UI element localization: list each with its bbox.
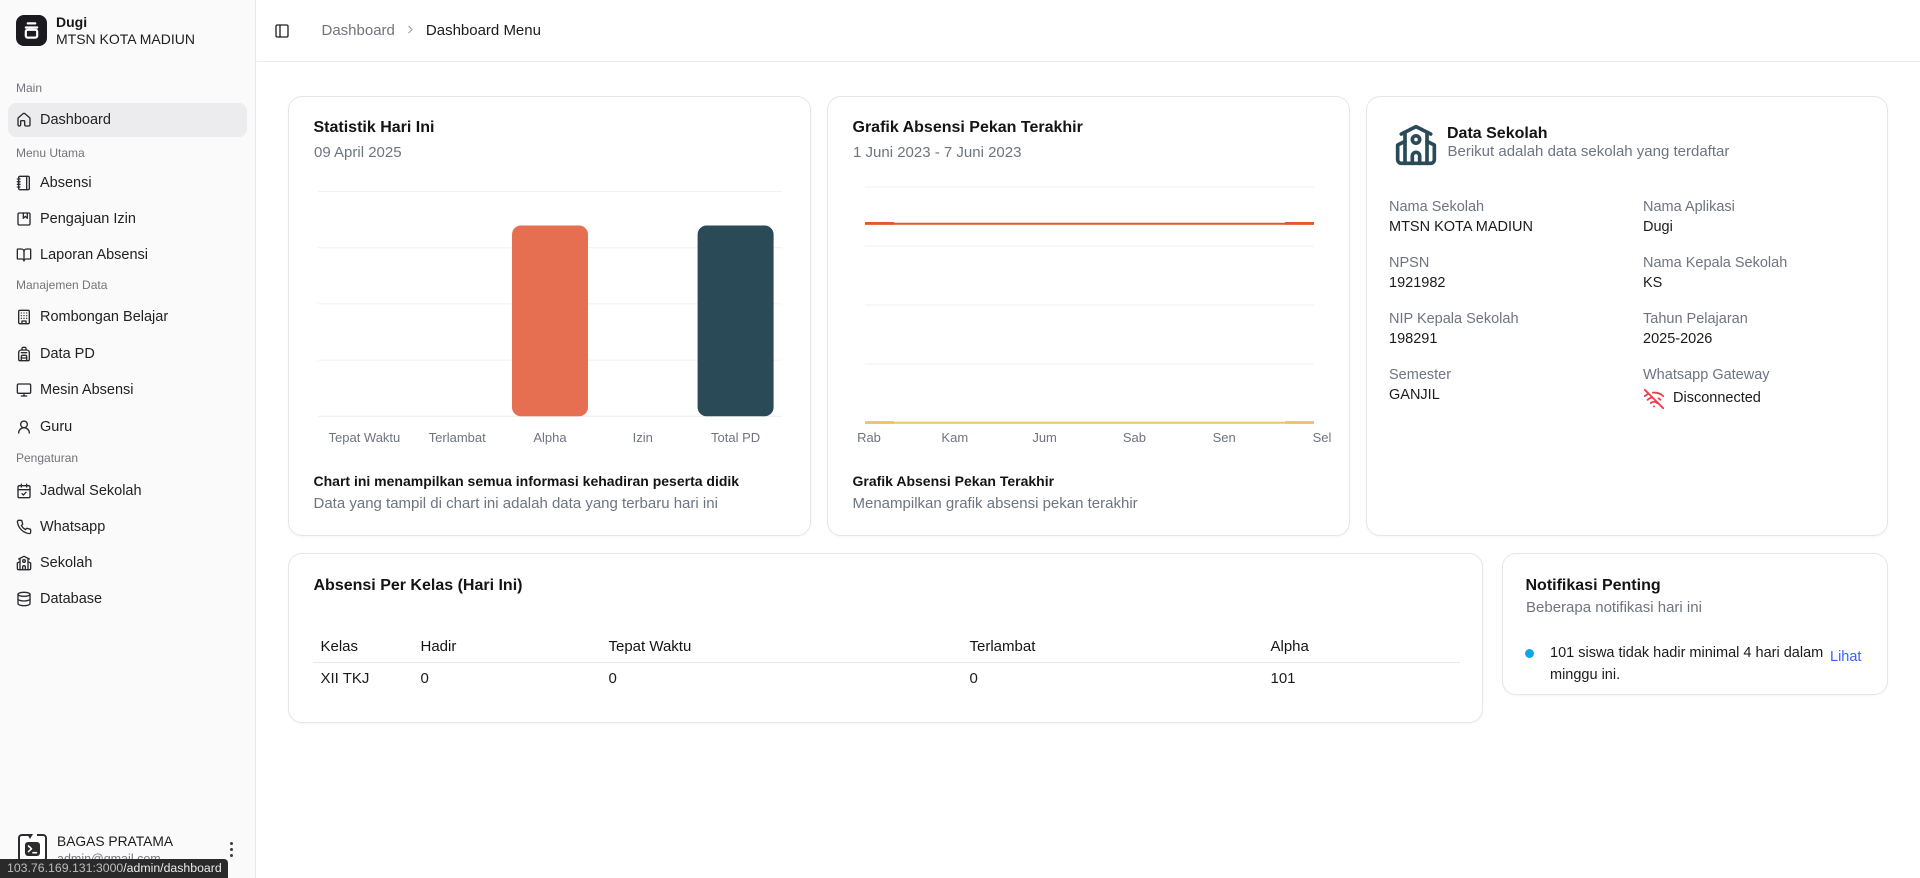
svg-text:Jum: Jum (1032, 430, 1057, 445)
svg-text:Izin: Izin (633, 430, 653, 445)
svg-text:Rab: Rab (857, 430, 881, 445)
svg-text:Total PD: Total PD (711, 430, 760, 445)
svg-text:Alpha: Alpha (533, 430, 567, 445)
svg-text:Kam: Kam (941, 430, 968, 445)
svg-text:Terlambat: Terlambat (429, 430, 486, 445)
svg-text:Sen: Sen (1213, 430, 1236, 445)
svg-text:Sel: Sel (1313, 430, 1332, 445)
svg-text:Tepat Waktu: Tepat Waktu (329, 430, 401, 445)
svg-text:Sab: Sab (1123, 430, 1146, 445)
